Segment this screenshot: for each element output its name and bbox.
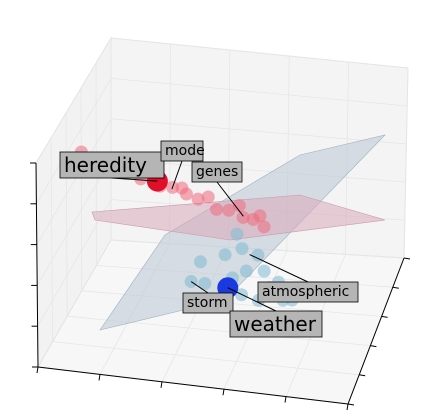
data-point <box>232 199 246 213</box>
grid-line <box>37 239 112 368</box>
grid-line <box>36 118 112 245</box>
x-tick <box>284 396 287 403</box>
y-tick <box>370 345 377 348</box>
data-point <box>257 264 271 278</box>
annotation-label: weather <box>234 312 317 336</box>
grid-line <box>110 78 408 107</box>
grid-line <box>403 67 409 259</box>
y-tick <box>403 257 411 260</box>
grid-line <box>35 37 112 164</box>
y-tick <box>381 315 388 318</box>
annotation-label: storm <box>187 295 228 311</box>
annotation-arrow <box>216 181 244 217</box>
grid-line <box>50 137 53 342</box>
annotation-arrow <box>190 281 209 294</box>
x-tick <box>222 389 225 396</box>
data-point <box>251 248 265 262</box>
data-point <box>257 220 271 234</box>
data-point <box>179 187 193 201</box>
x-tick <box>346 403 349 411</box>
y-tick <box>347 403 355 406</box>
y-axis-line <box>347 257 405 405</box>
grid-line <box>36 158 112 286</box>
annotation-box <box>191 161 243 183</box>
data-point <box>236 210 250 224</box>
grid-line <box>52 341 360 376</box>
annotation-box <box>229 310 323 338</box>
grid-line <box>80 87 83 291</box>
annotation-label: heredity <box>64 153 147 177</box>
annotation-box <box>257 281 359 303</box>
data-point <box>191 192 205 206</box>
data-point <box>193 255 207 269</box>
annotation-box <box>182 292 234 314</box>
data-point <box>201 190 215 204</box>
x-tick <box>36 366 39 374</box>
data-point <box>198 277 212 291</box>
data-point <box>253 209 267 223</box>
annotation-label: mode <box>165 143 205 159</box>
data-point <box>210 202 224 216</box>
y-tick <box>359 374 366 377</box>
annotations-layer: heredity mode genes storm weather atmospheric <box>59 140 359 338</box>
annotation-box <box>59 151 165 179</box>
grid-line <box>36 78 112 205</box>
annotation-box <box>160 140 204 162</box>
data-point <box>218 248 232 262</box>
x-tick <box>98 374 101 381</box>
grid-line <box>110 118 407 145</box>
annotation-arrow <box>227 287 277 312</box>
annotation-arrow <box>171 160 183 190</box>
x-axis-line <box>37 366 349 405</box>
data-point <box>239 264 253 278</box>
annotation-arrow <box>111 177 158 182</box>
grid-line <box>65 112 68 317</box>
annotation-arrow <box>249 254 309 283</box>
grid-line <box>110 37 409 69</box>
annotation-label: genes <box>196 164 238 180</box>
x-tick <box>160 381 163 388</box>
z-axis-line <box>35 162 39 368</box>
data-point <box>230 227 244 241</box>
y-tick <box>392 286 399 289</box>
data-point <box>235 242 249 256</box>
annotation-label: atmospheric <box>262 284 349 300</box>
data-point <box>222 203 236 217</box>
axes-lines <box>30 162 411 411</box>
